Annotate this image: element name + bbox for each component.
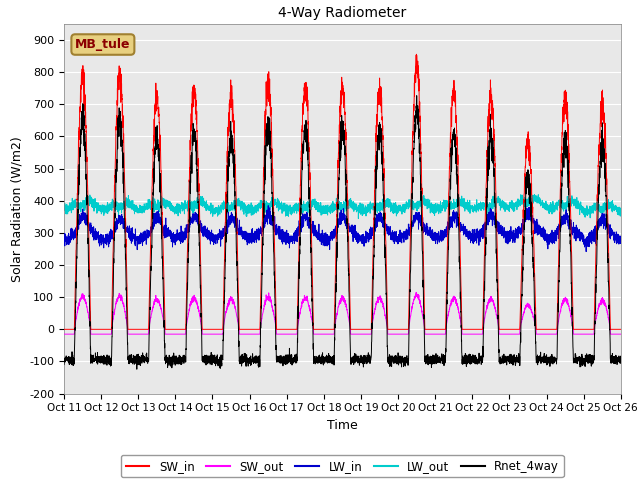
Y-axis label: Solar Radiation (W/m2): Solar Radiation (W/m2) xyxy=(11,136,24,282)
Legend: SW_in, SW_out, LW_in, LW_out, Rnet_4way: SW_in, SW_out, LW_in, LW_out, Rnet_4way xyxy=(121,455,564,478)
Title: 4-Way Radiometer: 4-Way Radiometer xyxy=(278,6,406,20)
X-axis label: Time: Time xyxy=(327,419,358,432)
Text: MB_tule: MB_tule xyxy=(75,38,131,51)
